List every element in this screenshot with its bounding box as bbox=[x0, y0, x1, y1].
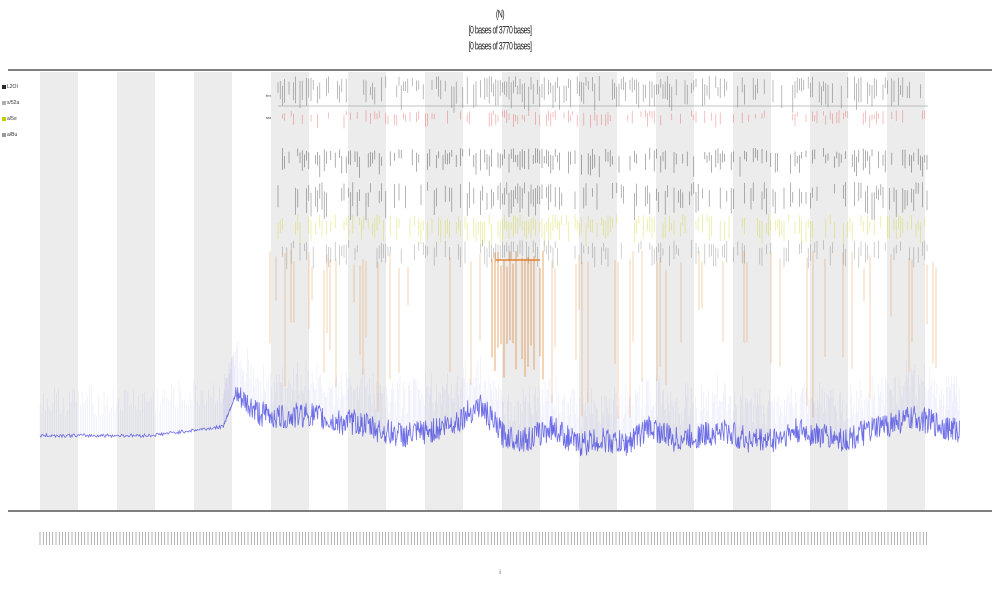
track-ticks bbox=[269, 76, 937, 419]
band bbox=[194, 72, 232, 510]
alternating-bands bbox=[40, 72, 925, 510]
band bbox=[733, 72, 771, 510]
legend-label-1: L2OI bbox=[7, 84, 18, 90]
track-label-2: ssm bbox=[266, 115, 274, 120]
chart-title-2: [0 bases of 3770 bases] bbox=[468, 25, 532, 37]
legend-item-1[interactable]: L2OI bbox=[2, 84, 18, 90]
legend-label-2: s/52a bbox=[7, 100, 20, 106]
legend-swatch-1 bbox=[2, 84, 6, 89]
band bbox=[40, 72, 78, 510]
band bbox=[271, 72, 309, 510]
chart-title-1: (N) bbox=[495, 9, 505, 21]
band bbox=[348, 72, 386, 510]
x-tick-labels bbox=[39, 532, 927, 545]
band bbox=[810, 72, 848, 510]
chart-title-3: [0 bases of 3770 bases] bbox=[468, 41, 532, 53]
chart-titles: (N) [0 bases of 3770 bases] [0 bases of … bbox=[0, 8, 1000, 56]
legend-item-4[interactable]: a/Bu bbox=[2, 132, 17, 138]
legend-label-3: a/5e bbox=[7, 116, 17, 122]
x-axis-label: i bbox=[499, 570, 500, 576]
legend-swatch-2 bbox=[2, 100, 6, 105]
band bbox=[425, 72, 463, 510]
coverage-line bbox=[39, 387, 960, 457]
band bbox=[117, 72, 155, 510]
legend-swatch-4 bbox=[2, 132, 6, 137]
band bbox=[887, 72, 925, 510]
coverage-area bbox=[39, 340, 960, 457]
legend-swatch-3 bbox=[2, 116, 6, 121]
legend-item-2[interactable]: s/52a bbox=[2, 100, 19, 106]
legend-label-4: a/Bu bbox=[7, 132, 18, 138]
legend-item-3[interactable]: a/5e bbox=[2, 116, 17, 122]
